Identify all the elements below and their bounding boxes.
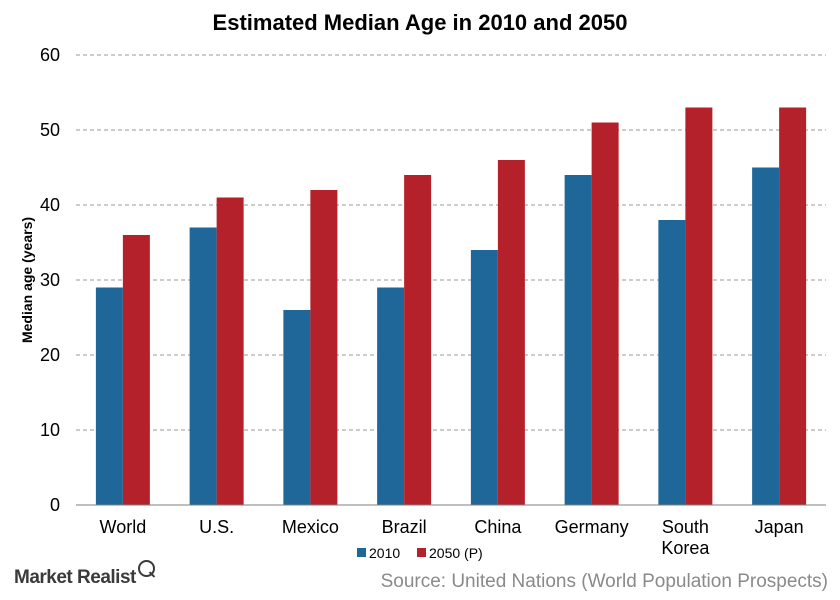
x-tick-label: China xyxy=(474,517,522,537)
x-tick-label: Germany xyxy=(555,517,629,537)
legend-swatch xyxy=(417,548,426,557)
chart-title: Estimated Median Age in 2010 and 2050 xyxy=(213,10,628,35)
gridlines xyxy=(76,54,826,431)
source-note: Source: United Nations (World Population… xyxy=(380,571,828,592)
y-tick-label: 50 xyxy=(40,120,60,140)
legend: 2010 2050 (P) xyxy=(357,545,483,561)
x-axis-ticks: World U.S. Mexico Brazil China Germany South Ko… xyxy=(100,517,804,558)
magnifier-icon xyxy=(137,560,155,577)
y-axis-ticks: 0 10 20 30 40 50 60 xyxy=(40,45,60,515)
y-tick-label: 20 xyxy=(40,345,60,365)
bar-2050-p--mexico xyxy=(310,190,338,505)
x-tick-label: Japan xyxy=(755,517,804,537)
x-tick-label: World xyxy=(100,517,147,537)
y-tick-label: 10 xyxy=(40,420,60,440)
bar-2050-p--world xyxy=(122,235,150,505)
bar-2010-germany xyxy=(564,175,592,505)
bar-2010-china xyxy=(470,250,498,505)
bar-2050-p--china xyxy=(497,160,525,505)
bar-2010-mexico xyxy=(283,310,311,505)
bar-2050-p--u-s- xyxy=(216,197,244,505)
bar-2010-world xyxy=(95,287,123,505)
y-tick-label: 30 xyxy=(40,270,60,290)
y-axis-label: Median age (years) xyxy=(19,217,35,343)
bar-2050-p--brazil xyxy=(404,175,432,505)
x-tick-label: Mexico xyxy=(282,517,339,537)
logo-text: Market Realist xyxy=(14,567,136,588)
bar-2010-japan xyxy=(752,167,780,505)
bar-2010-brazil xyxy=(377,287,405,505)
x-tick-label: Brazil xyxy=(382,517,427,537)
bar-2050-p--south-korea xyxy=(685,107,713,505)
bar-2050-p--japan xyxy=(779,107,807,505)
bar-2050-p--germany xyxy=(591,122,619,505)
legend-label: 2050 (P) xyxy=(429,545,483,561)
legend-label: 2010 xyxy=(369,545,400,561)
bars xyxy=(95,107,807,505)
market-realist-logo: Market Realist xyxy=(14,560,155,589)
y-tick-label: 40 xyxy=(40,195,60,215)
bar-2010-u-s- xyxy=(189,227,217,505)
y-tick-label: 0 xyxy=(50,495,60,515)
x-tick-label: U.S. xyxy=(199,517,234,537)
x-tick-label: South Korea xyxy=(661,517,710,558)
bar-2010-south-korea xyxy=(658,220,686,505)
y-tick-label: 60 xyxy=(40,45,60,65)
legend-swatch xyxy=(357,548,366,557)
